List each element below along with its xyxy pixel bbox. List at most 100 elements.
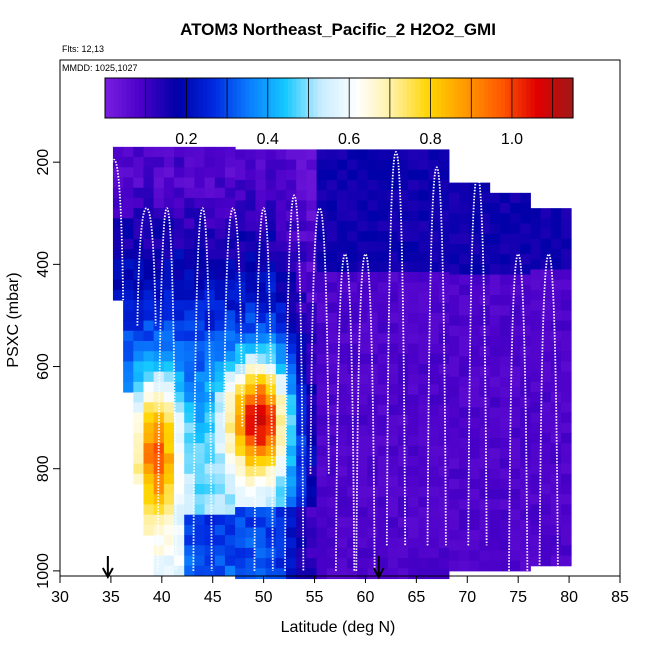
- heatmap-cell: [438, 517, 450, 528]
- heatmap-cell: [255, 435, 267, 447]
- colorbar-segment: [402, 78, 408, 118]
- heatmap-cell: [174, 453, 185, 465]
- heatmap-cell: [245, 210, 256, 222]
- heatmap-cell: [336, 180, 348, 191]
- heatmap-cell: [336, 435, 348, 447]
- heatmap-cell: [418, 353, 430, 365]
- colorbar-segment: [173, 78, 178, 118]
- heatmap-cell: [479, 203, 491, 214]
- heatmap-cell: [459, 468, 470, 480]
- heatmap-cell: [367, 476, 379, 488]
- heatmap-cell: [408, 302, 419, 314]
- heatmap-cell: [316, 149, 328, 161]
- heatmap-cell: [194, 320, 206, 332]
- heatmap-cell: [499, 478, 511, 490]
- heatmap-cell: [479, 346, 491, 357]
- heatmap-cell: [306, 149, 318, 161]
- heatmap-cell: [224, 187, 236, 199]
- heatmap-cell: [530, 473, 542, 485]
- heatmap-cell: [326, 210, 338, 222]
- colorbar-segment: [185, 78, 191, 118]
- heatmap-cell: [357, 445, 368, 457]
- heatmap-cell: [459, 254, 470, 265]
- colorbar-segment: [258, 78, 264, 118]
- heatmap-cell: [153, 310, 165, 322]
- heatmap-cell: [326, 384, 338, 396]
- heatmap-cell: [184, 218, 195, 230]
- colorbar-segment: [228, 78, 234, 118]
- heatmap-cell: [204, 197, 216, 209]
- heatmap-cell: [367, 169, 379, 181]
- heatmap-cell: [245, 282, 256, 293]
- heatmap-cell: [194, 197, 206, 209]
- heatmap-cell: [296, 210, 307, 222]
- heatmap-cell: [398, 537, 409, 549]
- heatmap-cell: [448, 560, 460, 572]
- heatmap-cell: [530, 453, 542, 465]
- heatmap-cell: [489, 499, 501, 511]
- heatmap-cell: [275, 476, 287, 488]
- heatmap-cell: [235, 169, 246, 181]
- heatmap-cell: [448, 274, 460, 286]
- heatmap-cell: [479, 489, 491, 500]
- heatmap-cell: [398, 272, 409, 283]
- heatmap-cell: [316, 333, 328, 345]
- heatmap-cell: [174, 320, 185, 332]
- colorbar-segment: [390, 78, 395, 118]
- heatmap-cell: [510, 427, 521, 439]
- heatmap-cell: [540, 432, 552, 444]
- heatmap-cell: [560, 473, 572, 485]
- flight-track-profile: [136, 207, 157, 326]
- heatmap-cell: [459, 284, 470, 296]
- heatmap-cell: [194, 279, 206, 291]
- heatmap-cell: [459, 305, 470, 316]
- heatmap-cell: [448, 478, 460, 490]
- heatmap-cell: [184, 484, 195, 495]
- heatmap-cell: [377, 159, 389, 171]
- heatmap-cell: [235, 363, 246, 375]
- heatmap-cell: [143, 463, 155, 475]
- flight-track-profile: [426, 166, 447, 546]
- heatmap-cell: [306, 251, 318, 263]
- heatmap-cell: [214, 371, 226, 383]
- heatmap-cell: [357, 404, 368, 416]
- heatmap-cell: [275, 507, 287, 518]
- heatmap-cell: [316, 210, 328, 222]
- heatmap-cell: [408, 231, 419, 242]
- heatmap-cell: [153, 157, 165, 168]
- heatmap-cell: [377, 190, 389, 201]
- heatmap-cell: [275, 210, 287, 222]
- heatmap-cell: [469, 223, 480, 235]
- heatmap-cell: [336, 292, 348, 304]
- heatmap-cell: [489, 509, 501, 521]
- heatmap-cell: [560, 300, 572, 311]
- heatmap-cell: [469, 213, 480, 224]
- heatmap-cell: [143, 146, 155, 158]
- heatmap-cell: [347, 558, 358, 569]
- heatmap-cell: [520, 376, 531, 388]
- heatmap-cell: [459, 295, 470, 306]
- heatmap-cell: [184, 177, 195, 189]
- heatmap-cell: [347, 159, 358, 171]
- heatmap-cell: [479, 530, 491, 541]
- heatmap-cell: [265, 353, 277, 365]
- heatmap-cell: [428, 558, 440, 569]
- heatmap-cell: [194, 402, 206, 414]
- heatmap-cell: [163, 157, 175, 168]
- heatmap-cell: [133, 473, 144, 485]
- heatmap-cell: [438, 476, 450, 488]
- heatmap-cell: [418, 425, 430, 437]
- heatmap-cell: [184, 402, 195, 414]
- heatmap-cell: [184, 279, 195, 291]
- heatmap-cell: [560, 340, 572, 352]
- heatmap-cell: [224, 351, 236, 362]
- heatmap-cell: [174, 565, 185, 577]
- heatmap-cell: [265, 261, 277, 273]
- heatmap-cell: [398, 486, 409, 498]
- heatmap-cell: [224, 259, 236, 270]
- heatmap-cell: [174, 504, 185, 516]
- heatmap-cell: [174, 473, 185, 485]
- heatmap-cell: [357, 282, 368, 293]
- heatmap-cell: [245, 445, 256, 457]
- heatmap-cell: [143, 494, 155, 505]
